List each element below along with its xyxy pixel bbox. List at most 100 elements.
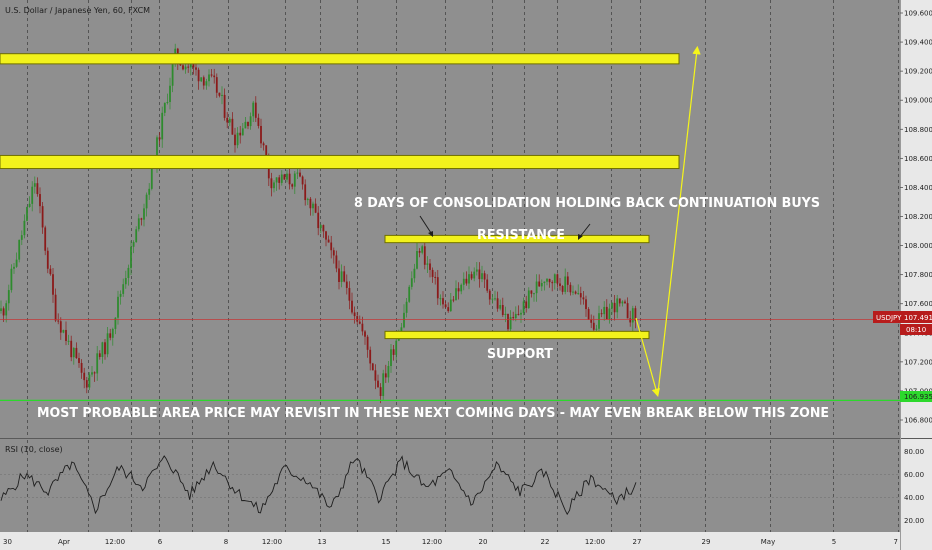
candle-body xyxy=(444,304,447,308)
consolidation-annotation[interactable]: 8 DAYS OF CONSOLIDATION HOLDING BACK CON… xyxy=(354,195,820,211)
price-axis-tick-label: 106.800 xyxy=(904,417,932,425)
candle-body xyxy=(114,317,117,329)
candle-body xyxy=(605,306,608,320)
candle-body xyxy=(288,173,291,185)
candle-body xyxy=(88,374,91,388)
candle-body xyxy=(546,278,548,282)
time-axis-tick-label: 12:00 xyxy=(585,538,605,546)
candle-body xyxy=(530,290,533,294)
price-zones[interactable] xyxy=(0,53,680,340)
candle-body xyxy=(590,319,593,323)
candle-body xyxy=(384,373,387,378)
price-axis-ticks: 109.600 109.400 109.200 109.000 108.800 108.6… xyxy=(900,10,932,525)
candle-body xyxy=(447,307,450,312)
candle-body xyxy=(286,173,288,180)
candle-body xyxy=(36,183,39,195)
projection-up-arrow[interactable] xyxy=(657,45,701,394)
candle-body xyxy=(366,336,369,350)
candle-body xyxy=(626,303,629,319)
candle-body xyxy=(262,143,265,146)
projection-down-arrow[interactable] xyxy=(635,317,660,398)
candle-body xyxy=(340,271,343,283)
candlestick-series[interactable] xyxy=(0,43,637,404)
candle-body xyxy=(330,242,333,251)
candle-body xyxy=(44,227,47,251)
price-axis-tick-label: 107.800 xyxy=(904,271,932,279)
candle-body xyxy=(429,263,431,270)
candle-body xyxy=(455,288,457,301)
projection-arrows[interactable] xyxy=(635,45,701,398)
current-price-badge-bg xyxy=(873,311,932,323)
candle-body xyxy=(353,312,356,317)
candle-body xyxy=(301,176,304,185)
candle-body xyxy=(244,121,247,129)
resistance-zone[interactable] xyxy=(384,234,650,244)
symbol-title[interactable]: U.S. Dollar / Japanese Yen, 60, FXCM xyxy=(5,6,150,15)
candle-body xyxy=(561,285,564,292)
candle-body xyxy=(595,328,598,330)
candle-body xyxy=(260,125,262,144)
countdown-label: 08:10 xyxy=(906,326,926,334)
candle-body xyxy=(369,349,372,364)
candle-body xyxy=(304,184,307,201)
candle-body xyxy=(2,308,5,316)
candle-body xyxy=(83,372,86,381)
price-axis-tick-label: 108.200 xyxy=(904,213,932,221)
candle-body xyxy=(91,372,93,375)
candle-body xyxy=(106,333,109,355)
time-axis-tick-label: 15 xyxy=(382,538,391,546)
candle-body xyxy=(332,250,335,256)
candle-body xyxy=(624,301,626,304)
support-zone[interactable] xyxy=(384,330,650,340)
rsi-axis-tick-label: 60.00 xyxy=(904,471,924,479)
candle-body xyxy=(137,218,140,230)
candle-body xyxy=(314,203,317,213)
bottom-annotation[interactable]: MOST PROBABLE AREA PRICE MAY REVISIT IN … xyxy=(37,405,829,421)
support-label[interactable]: SUPPORT xyxy=(487,346,554,362)
resistance-label[interactable]: RESISTANCE xyxy=(477,227,565,243)
level-lines[interactable] xyxy=(0,319,932,401)
candle-body xyxy=(462,278,465,285)
candle-body xyxy=(512,317,515,319)
candle-body xyxy=(629,318,632,323)
candle-body xyxy=(410,278,413,287)
rsi-line[interactable] xyxy=(0,455,637,516)
candle-body xyxy=(592,322,595,330)
rsi-indicator[interactable] xyxy=(0,455,900,516)
candle-body xyxy=(634,308,637,321)
candle-body xyxy=(481,273,483,280)
candle-body xyxy=(577,293,580,295)
current-price-badge[interactable]: USDJPY 107.491 08:10 xyxy=(873,311,932,335)
candle-body xyxy=(140,218,143,220)
candle-body xyxy=(559,283,561,286)
candle-body xyxy=(215,77,218,93)
upper-zone[interactable] xyxy=(0,53,680,65)
candle-body xyxy=(96,353,99,374)
candle-body xyxy=(119,293,122,297)
candle-body xyxy=(488,290,491,300)
candle-body xyxy=(104,342,106,355)
candle-body xyxy=(28,203,31,207)
candle-body xyxy=(535,281,538,294)
mid-zone[interactable] xyxy=(0,154,680,170)
candle-body xyxy=(431,269,434,277)
candle-body xyxy=(408,286,411,302)
candle-body xyxy=(80,362,83,373)
candle-body xyxy=(210,74,213,76)
candle-body xyxy=(156,137,158,167)
candle-body xyxy=(618,298,621,304)
candle-body xyxy=(579,293,582,298)
candle-body xyxy=(163,102,166,113)
rsi-title[interactable]: RSI (10, close) xyxy=(5,445,63,454)
candle-body xyxy=(306,198,309,201)
candle-body xyxy=(280,174,283,183)
rsi-pane-background xyxy=(0,440,900,532)
time-axis-tick-label: 6 xyxy=(158,538,163,546)
candle-body xyxy=(465,278,468,284)
candle-body xyxy=(182,65,184,70)
candle-body xyxy=(478,269,481,280)
candle-body xyxy=(470,274,473,279)
green-level-badge[interactable]: 106.935 xyxy=(900,391,932,402)
candle-body xyxy=(41,206,44,228)
